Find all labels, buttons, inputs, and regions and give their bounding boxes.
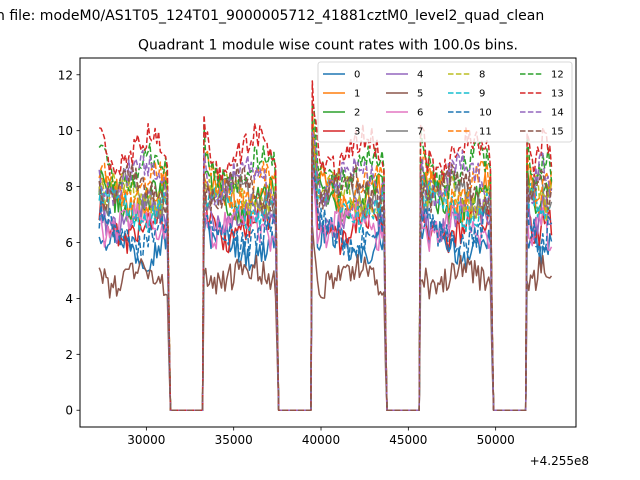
- y-tick-label: 8: [65, 180, 73, 194]
- legend-label-1: 1: [354, 89, 360, 100]
- legend-label-0: 0: [354, 70, 360, 81]
- legend-label-3: 3: [354, 127, 360, 138]
- series-line-6: [98, 163, 553, 411]
- legend-label-12: 12: [551, 70, 564, 81]
- legend-label-5: 5: [417, 89, 423, 100]
- legend-label-9: 9: [479, 89, 485, 100]
- series-line-14: [98, 131, 553, 411]
- x-tick-label: 40000: [302, 433, 340, 447]
- y-tick-label: 6: [65, 236, 73, 250]
- x-tick-label: 30000: [127, 433, 165, 447]
- legend-label-11: 11: [479, 127, 492, 138]
- series-layer: [98, 80, 553, 411]
- x-axis-offset-label: +4.255e8: [530, 454, 589, 468]
- x-tick-label: 35000: [215, 433, 253, 447]
- y-tick-label: 2: [65, 348, 73, 362]
- legend-frame: [317, 61, 573, 143]
- legend-label-4: 4: [417, 70, 423, 81]
- y-tick-label: 10: [58, 124, 73, 138]
- plot-frame: [79, 57, 577, 428]
- y-tick-label: 12: [58, 68, 73, 82]
- series-line-12: [98, 105, 553, 411]
- legend-label-13: 13: [551, 89, 564, 100]
- series-line-5: [98, 224, 553, 411]
- x-tick-label: 45000: [389, 433, 427, 447]
- series-line-8: [98, 128, 553, 411]
- legend-label-2: 2: [354, 108, 360, 119]
- series-line-11: [98, 109, 553, 411]
- series-line-15: [98, 136, 553, 411]
- figure-suptitle: n file: modeM0/AS1T05_124T01_9000005712_…: [0, 8, 544, 24]
- legend-label-10: 10: [479, 108, 492, 119]
- legend-label-7: 7: [417, 127, 423, 138]
- legend-label-15: 15: [551, 127, 564, 138]
- y-tick-label: 0: [65, 404, 73, 418]
- x-tick-label: 50000: [477, 433, 515, 447]
- legend-label-14: 14: [551, 108, 564, 119]
- series-line-10: [98, 174, 553, 411]
- y-tick-label: 4: [65, 292, 73, 306]
- legend-label-6: 6: [417, 108, 423, 119]
- series-line-9: [98, 143, 552, 411]
- legend-label-8: 8: [479, 70, 485, 81]
- chart-title: Quadrant 1 module wise count rates with …: [138, 38, 518, 54]
